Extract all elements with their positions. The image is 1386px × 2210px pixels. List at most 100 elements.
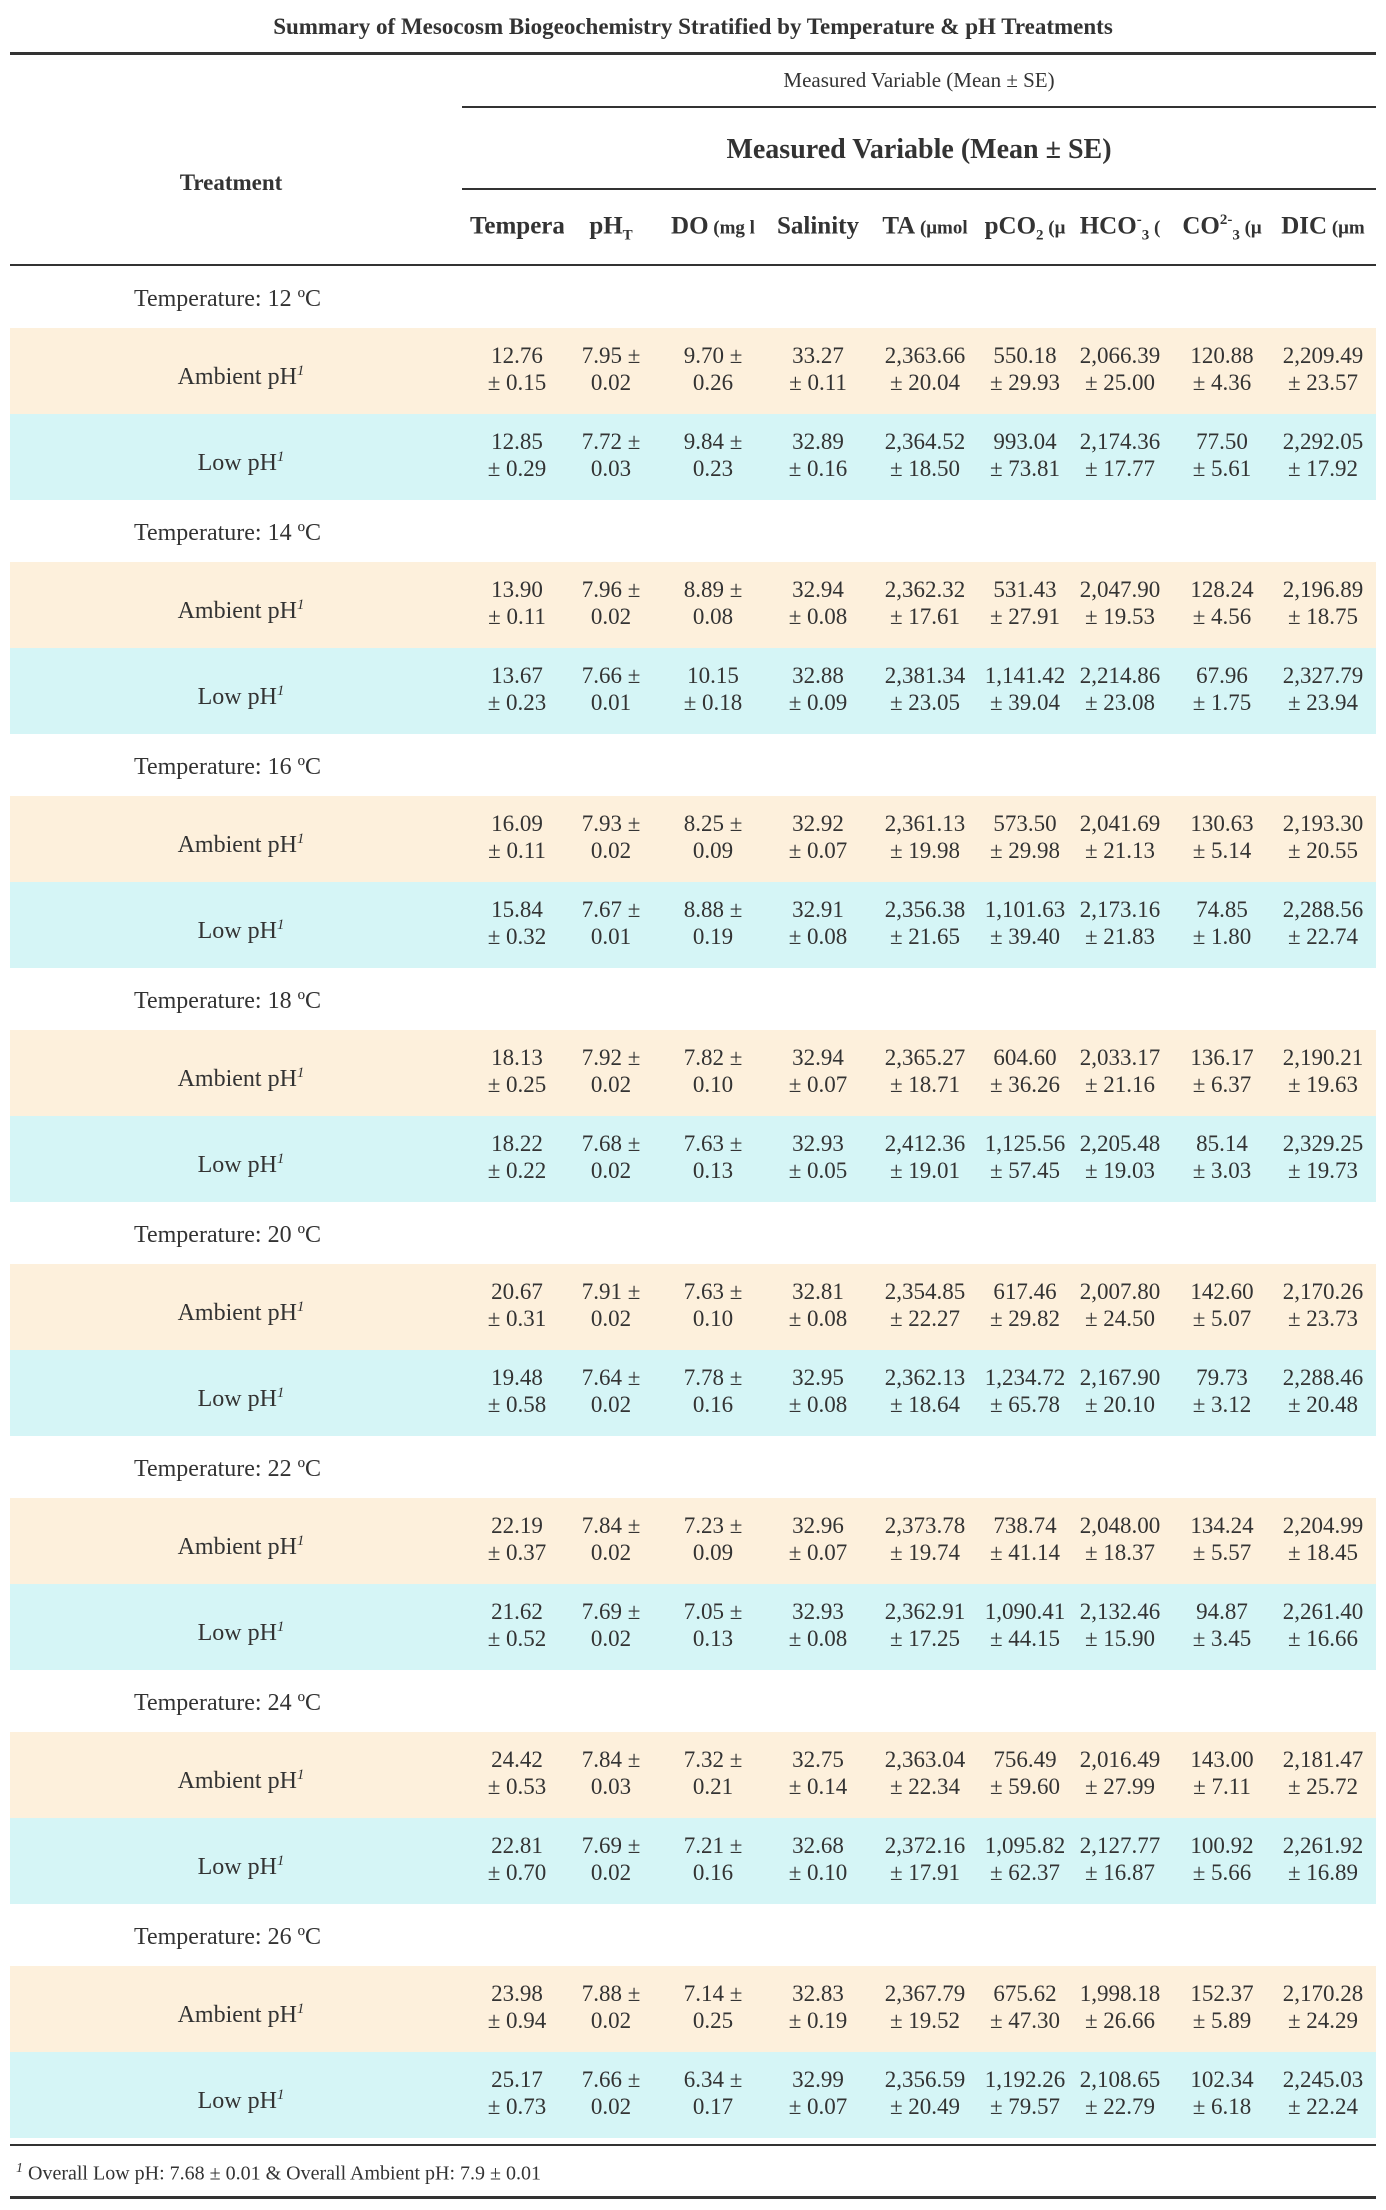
table-cell: 2,356.38 ± 21.65 [860, 896, 990, 956]
table-cell: 2,127.77 ± 16.87 [1055, 1832, 1185, 1892]
cell-value: 8.89 ± [683, 577, 743, 602]
cell-value: 7.67 ± [581, 897, 641, 922]
cell-error: ± 0.53 [487, 1774, 547, 1799]
cell-error: 0.13 [692, 1626, 734, 1651]
cell-value: 18.13 [491, 1045, 543, 1070]
table-cell: 7.82 ±0.10 [648, 1044, 778, 1104]
cell-error: ± 5.07 [1192, 1306, 1252, 1331]
cell-error: ± 18.64 [889, 1392, 961, 1417]
cell-value: 2,066.39 [1079, 343, 1161, 368]
cell-error: ± 22.74 [1287, 924, 1359, 949]
table-cell: 128.24 ± 4.56 [1157, 576, 1287, 636]
cell-value: 79.73 [1196, 1365, 1248, 1390]
cell-error: ± 0.73 [487, 2094, 547, 2119]
cell-value: 32.83 [792, 1981, 844, 2006]
table-cell: 7.64 ±0.02 [546, 1364, 676, 1424]
cell-error: ± 0.22 [487, 1158, 547, 1183]
cell-value: 738.74 [993, 1513, 1057, 1538]
cell-error: ± 0.16 [788, 456, 848, 481]
table-cell: 2,214.86 ± 23.08 [1055, 662, 1185, 722]
row-label-text: Ambient pH [177, 2002, 297, 2028]
cell-value: 7.63 ± [683, 1131, 743, 1156]
cell-error: ± 0.11 [488, 838, 546, 863]
cell-value: 550.18 [993, 343, 1057, 368]
table-cell: 7.23 ±0.09 [648, 1512, 778, 1572]
table-cell: 33.27 ± 0.11 [753, 342, 883, 402]
cell-error: ± 19.53 [1084, 604, 1156, 629]
cell-error: 0.02 [590, 1540, 632, 1565]
cell-value: 2,173.16 [1079, 897, 1161, 922]
table-cell: 550.18 ± 29.93 [960, 342, 1090, 402]
row-label: Ambient pH1 [10, 562, 472, 648]
cell-error: ± 21.83 [1084, 924, 1156, 949]
cell-error: ± 16.87 [1084, 1860, 1156, 1885]
cell-value: 756.49 [993, 1747, 1057, 1772]
cell-value: 2,170.28 [1282, 1981, 1364, 2006]
cell-value: 2,363.66 [884, 343, 966, 368]
table-cell: 2,362.13 ± 18.64 [860, 1364, 990, 1424]
table-cell: 2,205.48 ± 19.03 [1055, 1130, 1185, 1190]
table-cell: 7.32 ±0.21 [648, 1746, 778, 1806]
cell-value: 7.82 ± [683, 1045, 743, 1070]
table-cell: 2,292.05 ± 17.92 [1258, 428, 1386, 488]
cell-error: 0.25 [692, 2008, 734, 2033]
column-header-main: DO [671, 212, 709, 240]
table-cell: 24.42 ± 0.53 [452, 1746, 582, 1806]
cell-value: 2,356.38 [884, 897, 966, 922]
row-label: Low pH1 [10, 882, 472, 968]
cell-error: ± 23.73 [1287, 1306, 1359, 1331]
cell-error: ± 6.37 [1192, 1072, 1252, 1097]
table-cell: 617.46 ± 29.82 [960, 1278, 1090, 1338]
cell-value: 32.93 [792, 1131, 844, 1156]
column-header: pCO2 (μ [978, 212, 1072, 242]
table-cell: 7.63 ±0.13 [648, 1130, 778, 1190]
cell-error: ± 21.16 [1084, 1072, 1156, 1097]
row-label: Ambient pH1 [10, 328, 472, 414]
table-cell: 8.89 ±0.08 [648, 576, 778, 636]
header-span-small: Measured Variable (Mean ± SE) [783, 68, 1055, 92]
cell-error: ± 17.25 [889, 1626, 961, 1651]
column-header-main: HCO [1079, 212, 1137, 240]
table-row: Ambient pH1 18.13 ± 0.25 7.92 ±0.02 7.82 ±0.… [10, 1030, 1376, 1116]
table-cell: 85.14 ± 3.03 [1157, 1130, 1287, 1190]
cell-error: ± 3.03 [1192, 1158, 1252, 1183]
cell-value: 6.34 ± [683, 2067, 743, 2092]
table-cell: 67.96 ± 1.75 [1157, 662, 1287, 722]
cell-value: 25.17 [491, 2067, 543, 2092]
table-cell: 100.92 ± 5.66 [1157, 1832, 1287, 1892]
cell-value: 2,041.69 [1079, 811, 1161, 836]
table-cell: 2,381.34 ± 23.05 [860, 662, 990, 722]
table-cell: 2,362.91 ± 17.25 [860, 1598, 990, 1658]
column-header-main: CO [1182, 212, 1220, 240]
cell-value: 85.14 [1196, 1131, 1248, 1156]
table-cell: 2,204.99 ± 18.45 [1258, 1512, 1386, 1572]
cell-error: 0.03 [590, 456, 632, 481]
table-cell: 2,327.79 ± 23.94 [1258, 662, 1386, 722]
table-cell: 32.89 ± 0.16 [753, 428, 883, 488]
cell-value: 33.27 [792, 343, 844, 368]
table-cell: 79.73 ± 3.12 [1157, 1364, 1287, 1424]
cell-value: 120.88 [1190, 343, 1254, 368]
column-header-main: TA [882, 212, 916, 240]
table-cell: 102.34 ± 6.18 [1157, 2066, 1287, 2126]
table-cell: 1,090.41 ± 44.15 [960, 1598, 1090, 1658]
cell-error: ± 23.57 [1287, 370, 1359, 395]
cell-value: 2,245.03 [1282, 2067, 1364, 2092]
table-cell: 32.93 ± 0.05 [753, 1130, 883, 1190]
table-cell: 7.84 ±0.03 [546, 1746, 676, 1806]
table-cell: 2,193.30 ± 20.55 [1258, 810, 1386, 870]
table-cell: 10.15 ± 0.18 [648, 662, 778, 722]
row-label-text: Ambient pH [177, 598, 297, 624]
row-label-text: Low pH [197, 2088, 277, 2114]
cell-error: ± 5.89 [1192, 2008, 1252, 2033]
column-header: Tempera [470, 212, 564, 242]
cell-value: 9.84 ± [683, 429, 743, 454]
cell-error: 0.09 [692, 1540, 734, 1565]
footer-rule [10, 2196, 1376, 2199]
table-cell: 2,365.27 ± 18.71 [860, 1044, 990, 1104]
cell-value: 22.19 [491, 1513, 543, 1538]
table-cell: 136.17 ± 6.37 [1157, 1044, 1287, 1104]
row-label-text: Ambient pH [177, 1768, 297, 1794]
cell-value: 604.60 [993, 1045, 1057, 1070]
cell-value: 7.84 ± [581, 1513, 641, 1538]
